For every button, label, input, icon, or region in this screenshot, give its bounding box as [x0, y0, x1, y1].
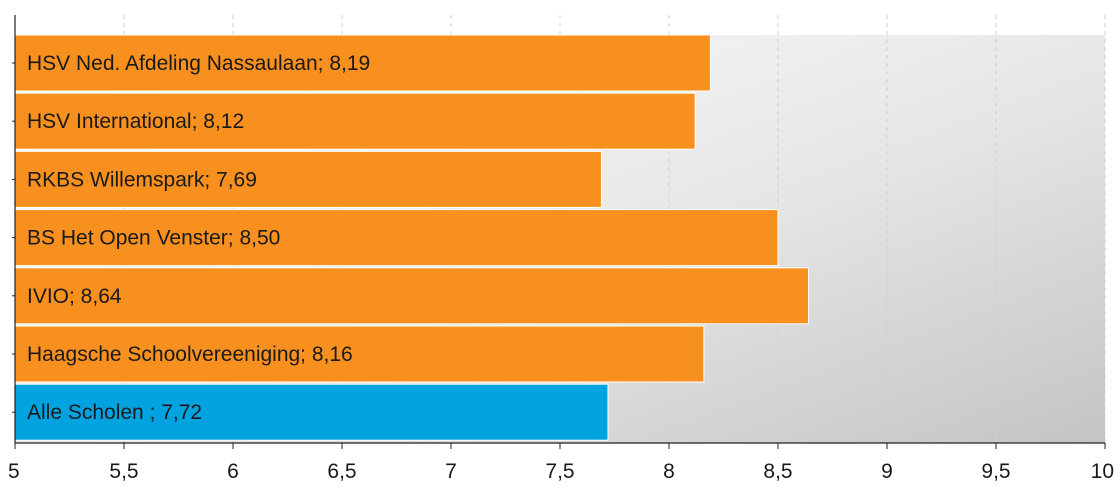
bar-label: HSV Ned. Afdeling Nassaulaan; 8,19 [27, 52, 370, 75]
bar-label: RKBS Willemspark; 7,69 [27, 168, 257, 191]
axes [12, 15, 1106, 449]
bar [14, 34, 711, 92]
x-tick-label: 5 [8, 460, 20, 483]
bar [14, 267, 810, 325]
x-tick-label: 7 [445, 460, 457, 483]
bar-label: Alle Scholen ; 7,72 [27, 401, 202, 424]
x-tick-label: 9,5 [981, 460, 1010, 483]
x-tick-label: 6 [227, 460, 239, 483]
bar [14, 209, 779, 267]
x-tick-labels: 5 5,5 6 6,5 7 7,5 8 8,5 9 9,5 10 [8, 460, 1114, 483]
bar-labels: HSV Ned. Afdeling Nassaulaan; 8,19 HSV In… [27, 52, 370, 424]
bars [14, 34, 810, 441]
bar [14, 150, 602, 208]
bar-label: IVIO; 8,64 [27, 285, 122, 308]
bar [14, 92, 696, 150]
bar-label: HSV International; 8,12 [27, 110, 244, 133]
bar [14, 383, 609, 441]
x-tick-label: 8 [663, 460, 675, 483]
x-tick-label: 8,5 [763, 460, 792, 483]
x-tick-label: 6,5 [327, 460, 356, 483]
x-tick-label: 10 [1091, 460, 1114, 483]
bar [14, 325, 705, 383]
x-tick-label: 5,5 [109, 460, 138, 483]
x-tick-label: 9 [881, 460, 893, 483]
bar-label: BS Het Open Venster; 8,50 [27, 227, 280, 250]
x-tick-label: 7,5 [545, 460, 574, 483]
bar-label: Haagsche Schoolvereeniging; 8,16 [27, 343, 353, 366]
